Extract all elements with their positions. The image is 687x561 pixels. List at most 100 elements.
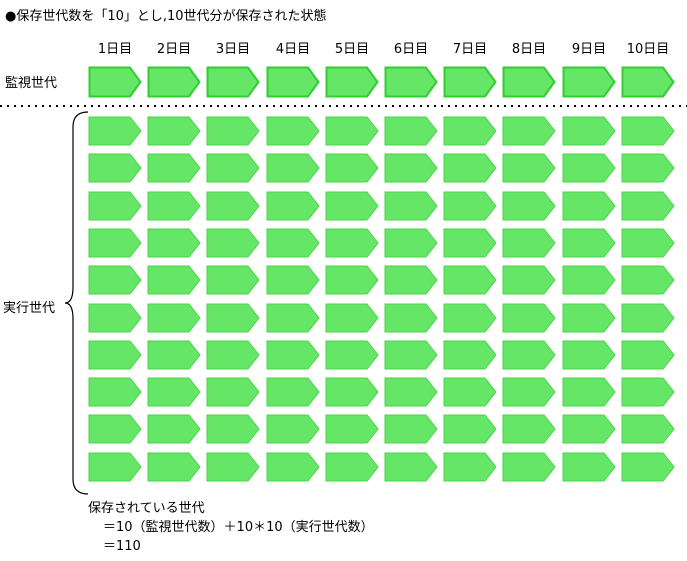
monitor-generation-shape [621,66,675,98]
execution-generation-shape [443,116,497,146]
execution-generation-label: 実行世代 [3,301,56,316]
execution-generation-shape [384,303,438,333]
execution-generation-shape [443,414,497,444]
execution-generation-shape [502,414,556,444]
monitor-generation-shape [502,66,556,98]
execution-generation-shape [147,191,201,221]
execution-generation-shape [206,414,260,444]
execution-generation-shape [502,153,556,183]
execution-generation-shape [443,340,497,370]
execution-generation-shape [562,116,616,146]
day-header: 7日目 [452,42,488,57]
execution-generation-shape [147,228,201,258]
day-header: 1日目 [97,42,133,57]
monitor-generation-shape [443,66,497,98]
execution-generation-shape [562,303,616,333]
monitor-generation-shape [325,66,379,98]
execution-generation-shape [88,340,142,370]
execution-generation-shape [206,153,260,183]
execution-generation-shape [384,265,438,295]
monitor-generation-shape [206,66,260,98]
execution-generation-shape [88,228,142,258]
execution-generation-shape [88,153,142,183]
execution-generation-shape [266,377,320,407]
dotted-separator [0,105,687,107]
execution-generation-shape [621,265,675,295]
execution-generation-shape [384,153,438,183]
execution-generation-shape [325,414,379,444]
execution-generation-shape [621,340,675,370]
execution-generation-shape [562,452,616,482]
execution-generation-shape [325,153,379,183]
execution-generation-shape [147,340,201,370]
execution-generation-shape [384,116,438,146]
execution-generation-shape [88,414,142,444]
execution-generation-shape [562,377,616,407]
execution-generation-shape [266,414,320,444]
execution-generation-shape [384,228,438,258]
execution-generation-shape [562,414,616,444]
execution-generation-shape [266,303,320,333]
execution-generation-shape [266,265,320,295]
execution-generation-shape [266,116,320,146]
execution-generation-shape [325,452,379,482]
execution-generation-shape [88,303,142,333]
execution-generation-shape [206,377,260,407]
day-header: 8日目 [511,42,547,57]
execution-generation-shape [325,340,379,370]
execution-generation-shape [325,265,379,295]
day-header: 5日目 [334,42,370,57]
execution-generation-shape [384,340,438,370]
execution-generation-shape [266,452,320,482]
execution-generation-shape [621,452,675,482]
monitor-generation-shape [562,66,616,98]
execution-generation-shape [621,414,675,444]
execution-generation-shape [502,452,556,482]
execution-generation-shape [502,191,556,221]
execution-brace [64,111,89,495]
monitor-generation-shape [147,66,201,98]
execution-generation-shape [88,191,142,221]
day-header: 10日目 [626,42,670,57]
execution-generation-shape [147,153,201,183]
execution-generation-shape [502,116,556,146]
day-header: 2日目 [156,42,192,57]
execution-generation-shape [325,377,379,407]
execution-generation-shape [88,452,142,482]
execution-generation-shape [206,303,260,333]
execution-generation-shape [562,265,616,295]
execution-generation-shape [443,452,497,482]
execution-generation-shape [562,191,616,221]
summary-line-2: ＝10（監視世代数）＋10＊10（実行世代数） [103,520,374,535]
execution-generation-shape [206,191,260,221]
execution-generation-shape [266,191,320,221]
day-header: 3日目 [215,42,251,57]
execution-generation-shape [206,265,260,295]
execution-generation-shape [147,377,201,407]
execution-generation-shape [621,228,675,258]
summary-text: 保存されている世代 ＝10（監視世代数）＋10＊10（実行世代数） ＝110 [88,499,374,556]
execution-generation-shape [88,116,142,146]
monitor-generation-shape [384,66,438,98]
summary-line-3: ＝110 [103,539,141,554]
execution-generation-shape [147,303,201,333]
execution-generation-shape [206,228,260,258]
execution-generation-shape [502,303,556,333]
execution-generation-shape [266,340,320,370]
execution-generation-shape [562,228,616,258]
execution-generation-shape [443,191,497,221]
execution-generation-shape [502,228,556,258]
monitor-generation-shape [88,66,142,98]
execution-generation-shape [206,340,260,370]
day-header: 4日目 [275,42,311,57]
execution-generation-shape [443,265,497,295]
execution-generation-shape [325,303,379,333]
execution-generation-shape [88,377,142,407]
execution-generation-shape [88,265,142,295]
execution-generation-shape [621,303,675,333]
execution-generation-shape [147,414,201,444]
execution-generation-shape [384,452,438,482]
execution-generation-shape [325,116,379,146]
execution-generation-shape [325,191,379,221]
